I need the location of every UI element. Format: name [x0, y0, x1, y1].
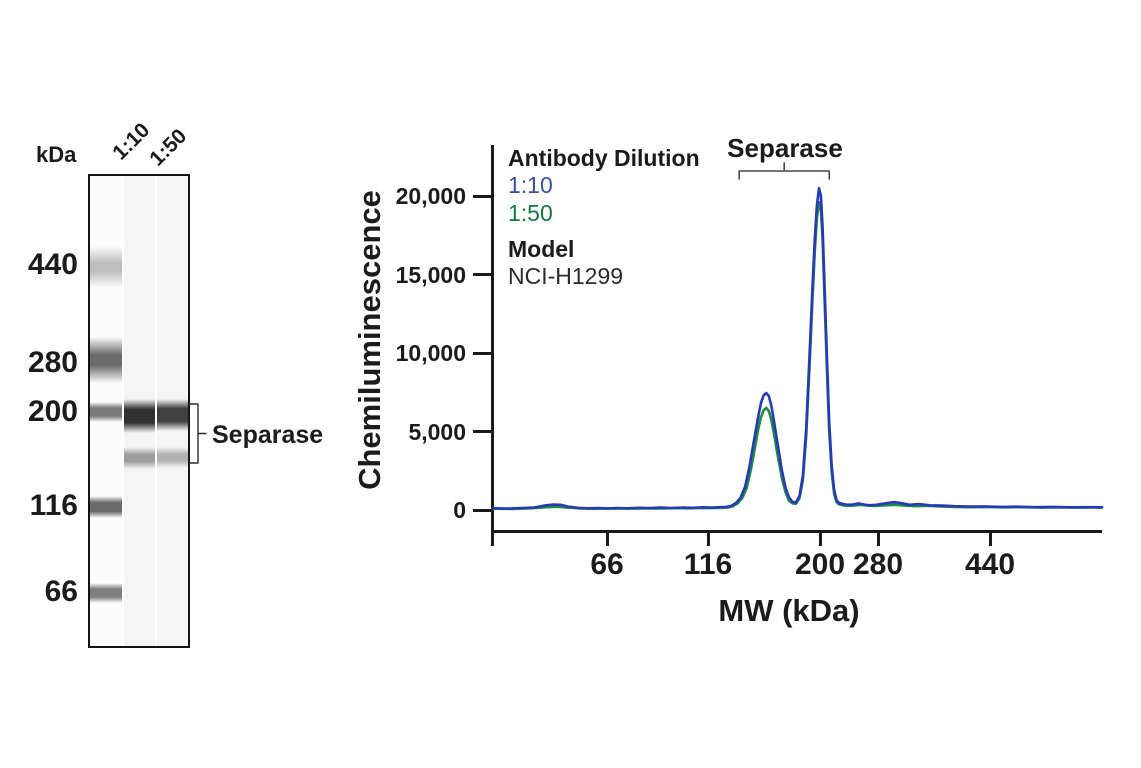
x-tickmark	[605, 533, 609, 546]
band-200kda	[157, 398, 188, 431]
sample-lane-1-10	[124, 176, 155, 646]
mw-marker-66: 66	[44, 575, 78, 608]
x-tickmark	[876, 533, 880, 546]
dilution-1-50-curve	[491, 201, 1104, 511]
legend-model-heading: Model	[508, 236, 575, 262]
x-tickmark	[988, 533, 992, 546]
x-tick-label-280: 280	[852, 548, 904, 581]
chart-peak-bracket	[738, 162, 831, 180]
legend-entry-1-10: 1:10	[508, 172, 553, 198]
y-tickmark	[473, 273, 491, 276]
x-tick-label-200: 200	[794, 548, 846, 581]
band-150kda	[124, 446, 155, 469]
mw-marker-200: 200	[27, 395, 78, 428]
x-axis-line	[491, 530, 1102, 533]
y-tick-label-10000: 10,000	[395, 340, 466, 366]
band-280kda	[90, 336, 122, 383]
band-200kda	[90, 401, 122, 422]
y-tickmark	[473, 351, 491, 355]
x-tickmark	[706, 533, 710, 546]
y-tick-label-0: 0	[453, 497, 466, 523]
blot-separase-label: Separase	[212, 421, 324, 449]
legend-model-value: NCI-H1299	[508, 263, 624, 289]
ladder-lane	[90, 176, 122, 646]
band-200kda	[124, 398, 155, 433]
lane-label-1-10: 1:10	[108, 118, 155, 165]
mw-marker-280: 280	[27, 346, 78, 379]
x-tick-label-440: 440	[964, 548, 1016, 581]
x-tick-label-116: 116	[683, 548, 733, 581]
x-tick-label-66: 66	[590, 548, 624, 581]
chart-separase-label: Separase	[727, 133, 843, 163]
band-66kda	[90, 582, 122, 603]
band-116kda	[90, 495, 122, 518]
y-tickmark	[473, 194, 491, 198]
y-tickmark	[473, 430, 491, 433]
blot-band-bracket	[189, 403, 207, 464]
band-150kda	[157, 447, 188, 468]
lane-label-1-50: 1:50	[145, 124, 192, 171]
band-440kda	[90, 245, 122, 288]
mw-marker-116: 116	[29, 489, 78, 522]
mw-marker-440: 440	[27, 248, 78, 281]
y-axis-line	[491, 145, 494, 546]
dilution-1-10-curve	[491, 186, 1104, 510]
sample-lane-1-50	[157, 176, 188, 646]
legend-heading: Antibody Dilution	[508, 145, 700, 171]
x-axis-title: MW (kDa)	[718, 593, 860, 628]
y-tick-label-15000: 15,000	[395, 261, 466, 288]
legend-entry-1-50: 1:50	[508, 200, 553, 226]
kda-header: kDa	[36, 142, 77, 167]
y-tick-label-5000: 5,000	[408, 418, 466, 445]
x-tickmark	[818, 533, 822, 546]
y-tickmark	[473, 508, 491, 512]
y-tick-label-20000: 20,000	[395, 183, 466, 209]
blot-image	[88, 174, 190, 648]
